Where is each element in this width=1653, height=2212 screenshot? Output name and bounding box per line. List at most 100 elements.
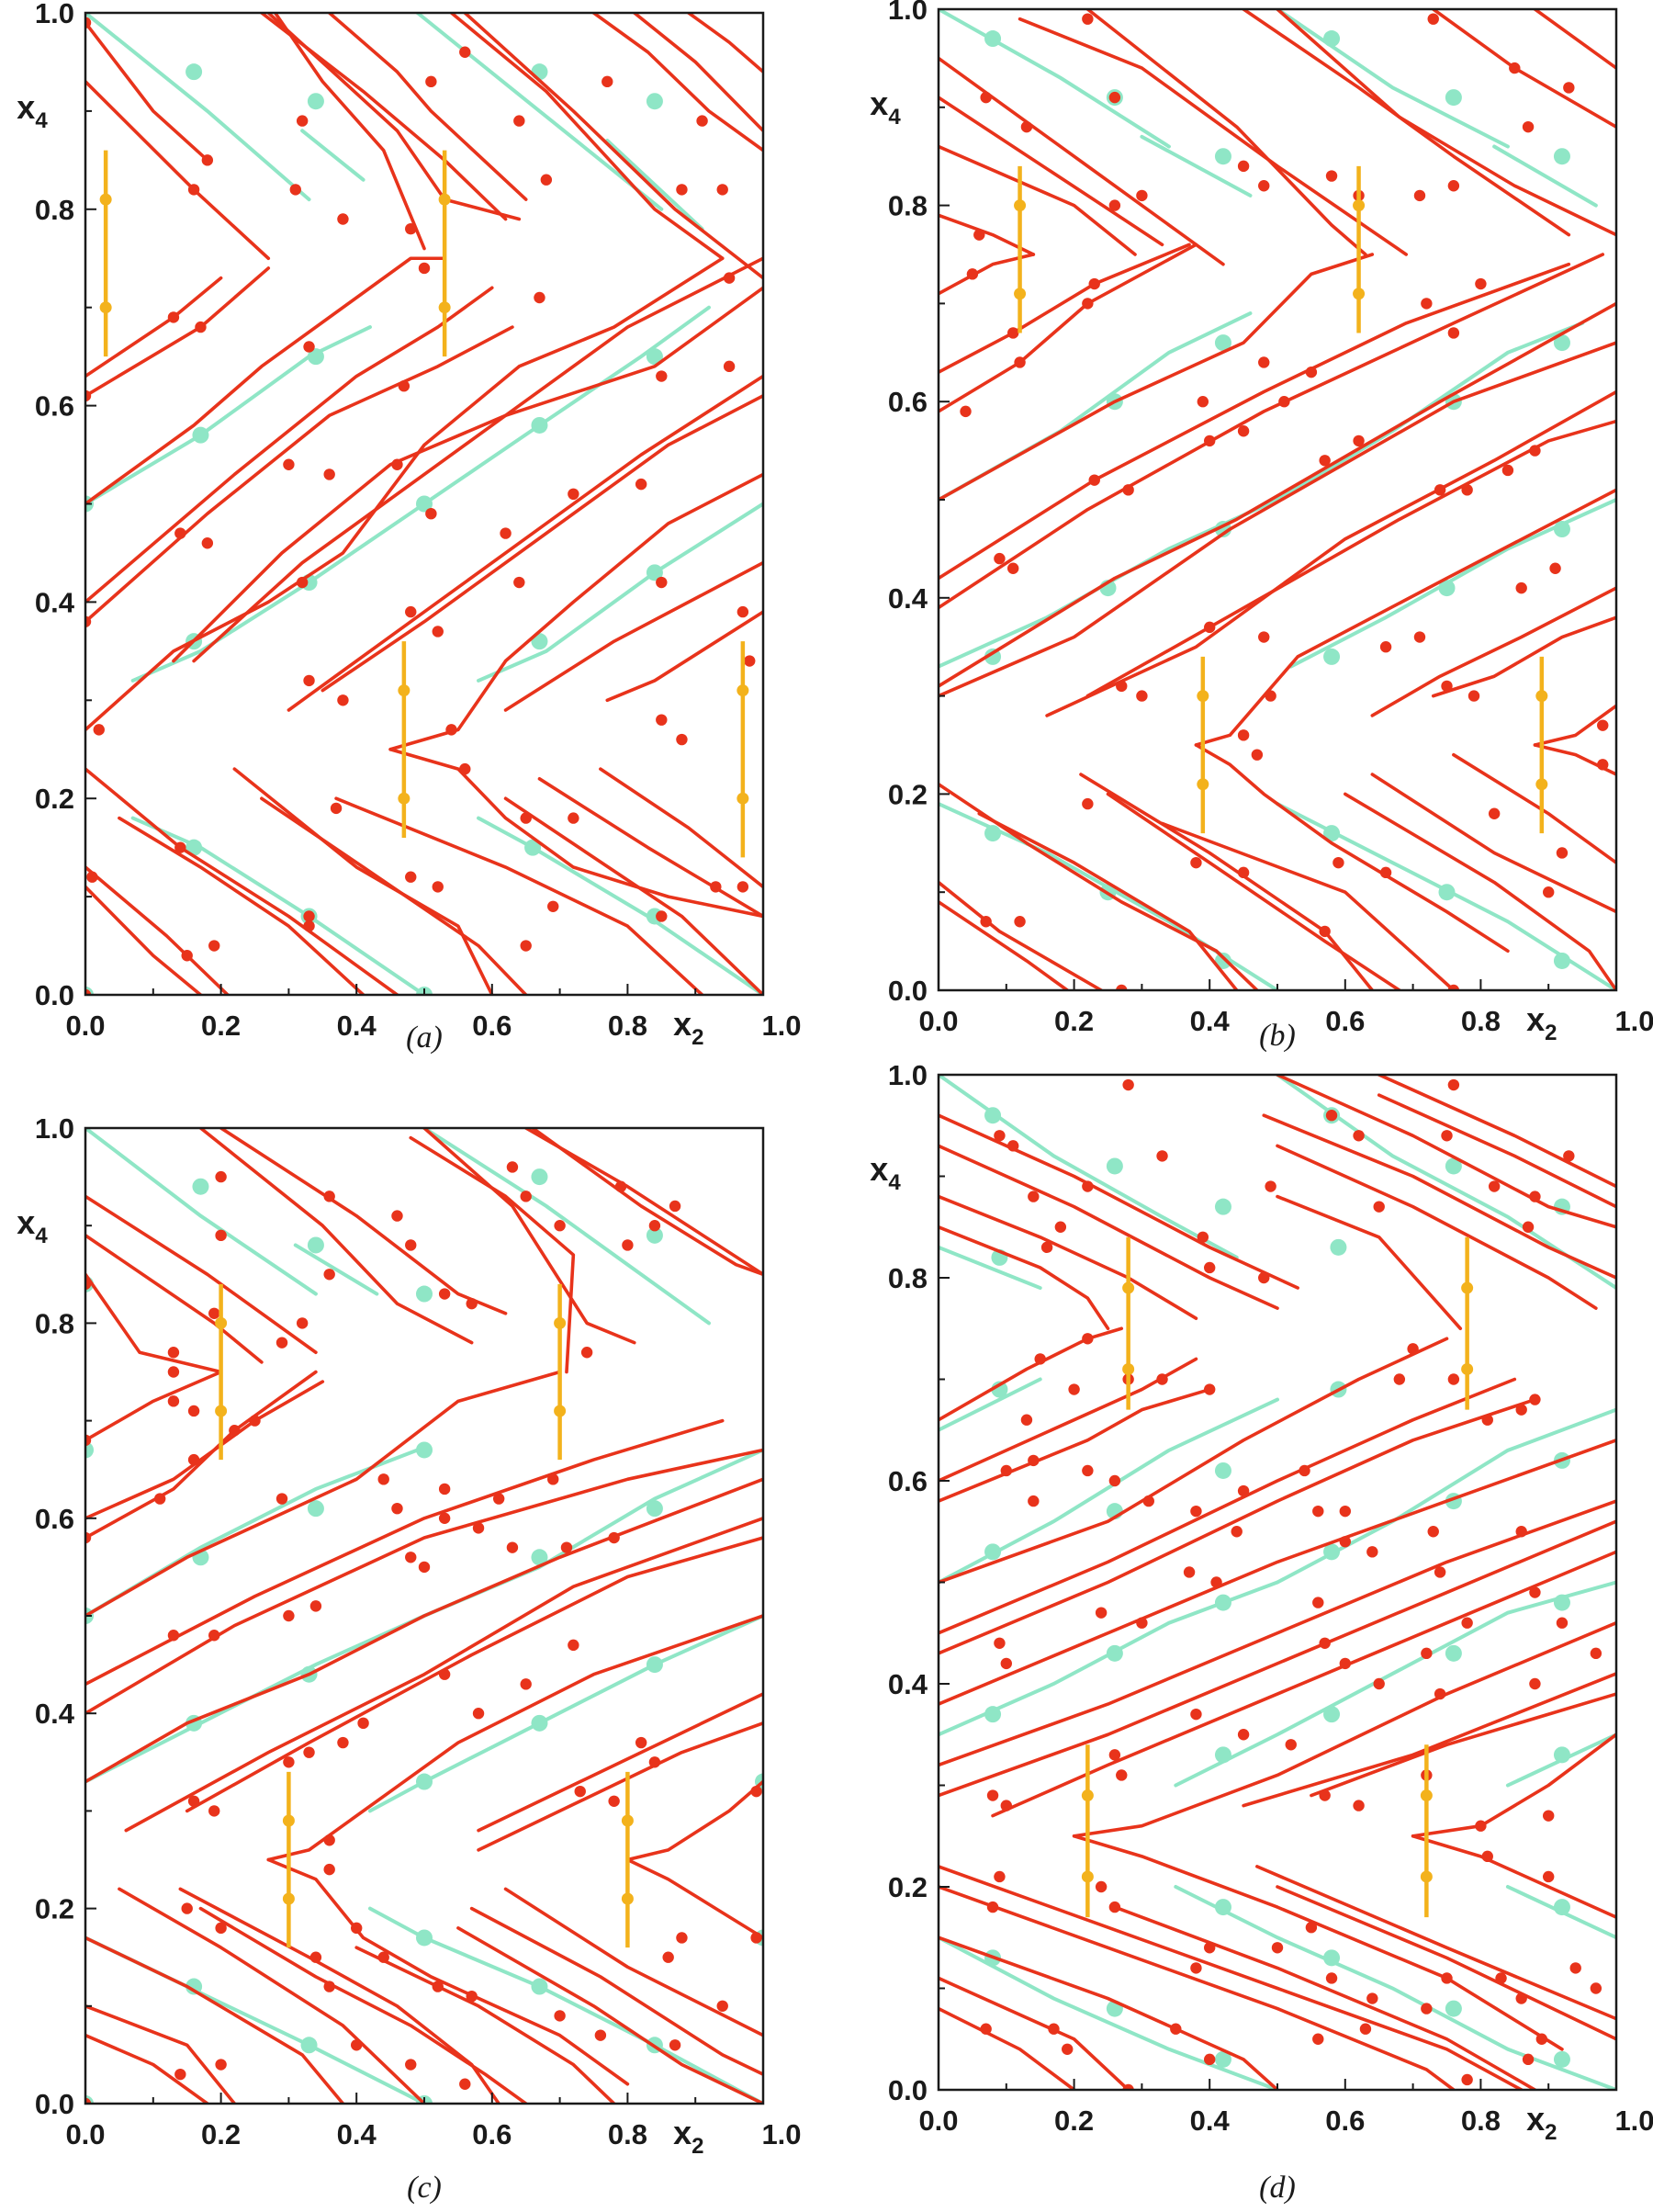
red-point (608, 1531, 620, 1544)
panel-d: 0.0 0.2 0.4 0.6 0.8 1.0 0.0 0.2 0.4 0.6 0.8 1.0 x2 x4… (870, 1059, 1653, 2205)
red-trajectory (85, 1370, 318, 1540)
red-point (472, 1708, 485, 1720)
red-trajectory (266, 1857, 630, 2086)
red-point (432, 881, 444, 893)
red-point (1122, 484, 1134, 496)
red-trajectory (409, 1135, 576, 1374)
red-point (492, 1493, 505, 1505)
cyan-point (531, 1714, 548, 1732)
cyan-segment (939, 1377, 1042, 1432)
y-tick-label: 0.6 (35, 1503, 74, 1535)
red-point (208, 1805, 220, 1817)
cyan-point (1445, 1157, 1462, 1175)
red-trajectory (1113, 1905, 1537, 2090)
red-point (1319, 1637, 1331, 1650)
red-point (1183, 1566, 1196, 1578)
yellow-point (554, 1405, 567, 1417)
red-point (438, 1483, 451, 1495)
cyan-point (85, 1441, 94, 1459)
cyan-point (416, 495, 433, 513)
red-point (1095, 1607, 1108, 1619)
red-point (187, 1795, 200, 1807)
red-point (1028, 1454, 1040, 1467)
cyan-point (307, 1236, 324, 1254)
red-trajectory (85, 325, 514, 624)
red-point (283, 458, 295, 470)
red-point (1136, 690, 1148, 702)
cyan-point (984, 1543, 1002, 1561)
red-point (445, 724, 457, 736)
red-point (1204, 621, 1216, 634)
red-point (1116, 984, 1128, 990)
red-point (303, 910, 315, 922)
yellow-point (398, 684, 410, 697)
red-point (1204, 434, 1216, 447)
red-trajectory (939, 243, 1198, 413)
red-trajectory (687, 13, 763, 73)
y-axis-subscript: 4 (35, 108, 48, 133)
red-point (1014, 356, 1026, 368)
red-point (1373, 1201, 1385, 1213)
cyan-segment (1276, 9, 1510, 149)
y-tick-label: 0.2 (35, 783, 74, 815)
red-point (1312, 1505, 1324, 1518)
red-point (540, 174, 553, 186)
red-point (1475, 1820, 1487, 1832)
yellow-point (1122, 1362, 1135, 1375)
red-point (391, 1502, 403, 1515)
red-point (405, 222, 417, 235)
red-point (1116, 680, 1128, 693)
cyan-point (1214, 1198, 1231, 1215)
panel-caption: (d) (1259, 2171, 1296, 2205)
red-point (337, 1736, 349, 1749)
red-point (85, 17, 92, 28)
red-point (1006, 327, 1019, 339)
red-point (580, 1347, 593, 1359)
red-point (534, 291, 545, 304)
red-point (86, 871, 98, 883)
red-point (669, 1200, 681, 1213)
red-point (1020, 1414, 1033, 1426)
red-point (208, 940, 220, 952)
red-trajectory (1085, 419, 1616, 698)
red-trajectory (1452, 752, 1616, 864)
red-point (351, 2039, 363, 2051)
red-point (337, 213, 349, 225)
red-point (1088, 474, 1100, 486)
red-point (1461, 484, 1473, 496)
red-point (676, 1932, 688, 1944)
cyan-point (307, 1500, 324, 1518)
red-point (1285, 1739, 1297, 1751)
yellow-point (1535, 690, 1548, 703)
x-tick-label: 0.4 (337, 1010, 377, 1042)
cyan-segment (1140, 134, 1253, 198)
red-point (187, 184, 200, 196)
red-point (500, 527, 512, 539)
red-point (1122, 1078, 1134, 1091)
cyan-point (646, 93, 663, 110)
y-tick-label: 0.2 (888, 778, 928, 810)
red-point (1082, 13, 1094, 25)
x-tick-label: 0.0 (918, 1005, 958, 1037)
red-point (1319, 455, 1331, 467)
red-trajectory (85, 865, 230, 995)
red-point (614, 1180, 627, 1192)
y-tick-label: 0.8 (35, 194, 74, 226)
red-trajectory (939, 1337, 1449, 1585)
red-point (229, 1425, 241, 1437)
x-tick-label: 0.2 (201, 2118, 241, 2150)
cyan-point (1553, 1594, 1570, 1611)
red-point (391, 458, 403, 470)
yellow-point (438, 301, 451, 314)
red-point (1108, 1749, 1121, 1761)
red-trajectory (85, 1936, 345, 2104)
red-point (1569, 1962, 1581, 1974)
red-trajectory (118, 816, 365, 995)
red-trajectory (939, 1144, 1279, 1310)
red-point (276, 1337, 288, 1349)
red-trajectory (977, 811, 1239, 990)
red-point (1515, 581, 1527, 594)
red-trajectory (1276, 9, 1616, 237)
red-point (1447, 1373, 1460, 1385)
red-point (1481, 1414, 1493, 1426)
